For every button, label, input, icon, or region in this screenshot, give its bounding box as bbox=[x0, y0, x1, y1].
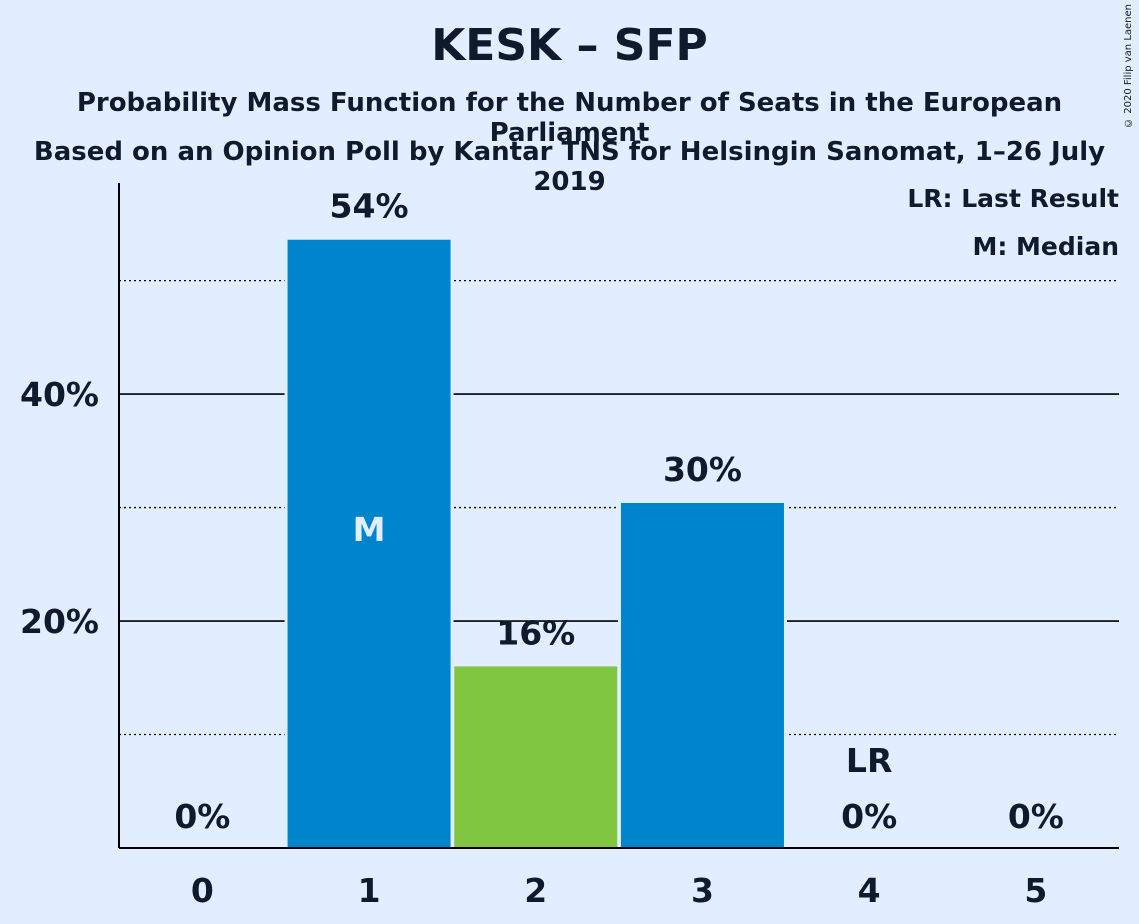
data-label: 30% bbox=[663, 450, 742, 489]
bar-3 bbox=[620, 503, 784, 848]
x-tick-label: 4 bbox=[858, 871, 881, 910]
x-tick-label: 3 bbox=[691, 871, 714, 910]
legend-last-result: LR: Last Result bbox=[907, 184, 1119, 213]
last-result-marker: LR bbox=[846, 741, 892, 780]
y-tick-label: 40% bbox=[20, 375, 99, 414]
median-marker: M bbox=[353, 510, 386, 549]
chart-title: KESK – SFP bbox=[431, 20, 708, 71]
legend-median: M: Median bbox=[972, 232, 1119, 261]
data-label: 16% bbox=[496, 613, 575, 652]
bar-2 bbox=[454, 666, 618, 848]
data-label: 54% bbox=[330, 187, 409, 226]
x-tick-label: 5 bbox=[1024, 871, 1047, 910]
chart-subtitle-1: Probability Mass Function for the Number… bbox=[76, 88, 1063, 148]
data-label: 0% bbox=[1008, 797, 1064, 836]
x-tick-label: 1 bbox=[358, 871, 381, 910]
y-tick-label: 20% bbox=[20, 602, 99, 641]
data-label: 0% bbox=[841, 797, 897, 836]
bar-1 bbox=[287, 239, 451, 849]
chart-subtitle-2: Based on an Opinion Poll by Kantar TNS f… bbox=[33, 137, 1106, 197]
data-label: 0% bbox=[174, 797, 230, 836]
x-tick-label: 2 bbox=[524, 871, 547, 910]
x-tick-label: 0 bbox=[191, 871, 214, 910]
